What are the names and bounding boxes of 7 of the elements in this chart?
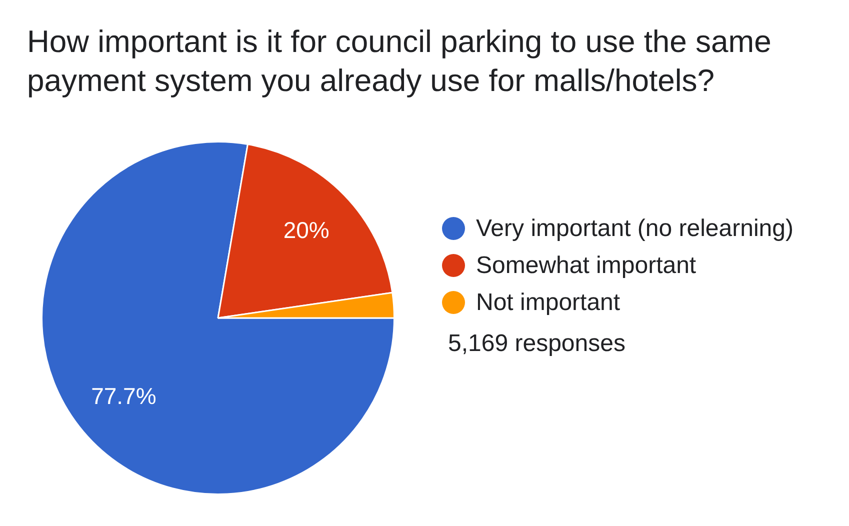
chart-title: How important is it for council parking to use the same payment system you already use for malls/hotels? [27, 23, 772, 100]
legend-label: Somewhat important [476, 252, 696, 280]
text: 5,169 responses [448, 330, 626, 358]
legend-label: Not important [476, 288, 620, 316]
data-label: 77.7% [91, 382, 156, 409]
legend-label: Very important (no relearning) [476, 214, 794, 242]
data-label: 20% [283, 217, 330, 244]
